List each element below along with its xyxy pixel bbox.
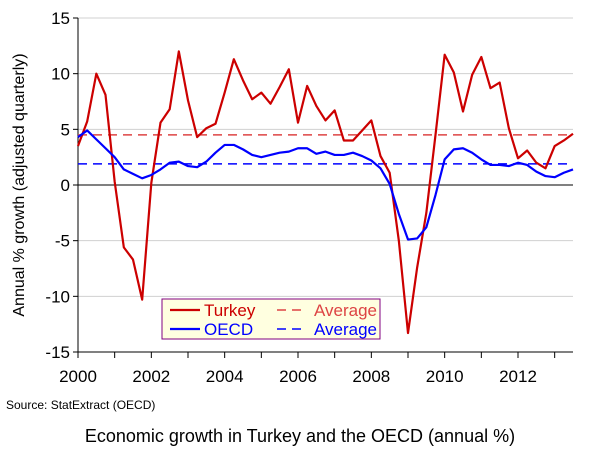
legend-label-average-turkey: Average (314, 301, 377, 320)
x-tick-label: 2002 (132, 367, 170, 386)
x-tick-label: 2004 (206, 367, 244, 386)
chart-title: Economic growth in Turkey and the OECD (… (84, 426, 516, 446)
x-tick-label: 2000 (59, 367, 97, 386)
x-tick-label: 2012 (499, 367, 537, 386)
y-tick-label: 10 (51, 65, 70, 84)
y-tick-label: -10 (45, 287, 70, 306)
legend-label-average-oecd: Average (314, 320, 377, 339)
x-tick-label: 2006 (279, 367, 317, 386)
y-tick-label: 15 (51, 9, 70, 28)
legend-label-oecd: OECD (204, 320, 253, 339)
y-tick-label: 0 (61, 176, 70, 195)
series-line-turkey (76, 50, 574, 335)
y-tick-label: -5 (55, 232, 70, 251)
y-axis-label: Annual % growth (adjusted quarterly) (11, 53, 28, 316)
x-tick-label: 2010 (426, 367, 464, 386)
source-note: Source: StatExtract (OECD) (6, 398, 156, 412)
x-tick-label: 2008 (352, 367, 390, 386)
legend (161, 298, 381, 340)
y-tick-label: -15 (45, 343, 70, 362)
legend-label-turkey: Turkey (204, 301, 256, 320)
y-tick-label: 5 (61, 120, 70, 139)
